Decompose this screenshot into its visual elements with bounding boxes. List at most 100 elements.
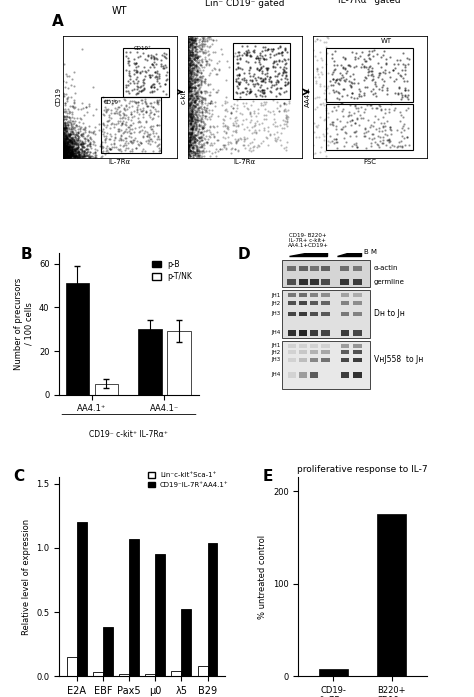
Bar bbox=[93, 672, 103, 676]
Bar bbox=[310, 344, 319, 348]
Bar bbox=[321, 279, 330, 284]
Bar bbox=[77, 522, 87, 676]
Bar bbox=[354, 350, 362, 354]
Bar bbox=[354, 293, 362, 298]
Bar bbox=[340, 266, 349, 270]
Bar bbox=[321, 344, 330, 348]
Bar bbox=[198, 666, 208, 676]
Text: B M: B M bbox=[364, 249, 377, 255]
Y-axis label: Number of precursors
/ 100 cells: Number of precursors / 100 cells bbox=[14, 277, 33, 370]
Bar bbox=[65, 284, 89, 395]
Bar bbox=[282, 341, 371, 389]
Bar bbox=[321, 358, 330, 362]
Bar bbox=[299, 350, 307, 354]
Bar bbox=[299, 266, 308, 270]
Bar bbox=[353, 279, 362, 284]
Legend: Lin⁻c-kit⁺Sca-1⁺, CD19⁻IL-7R⁺AA4.1⁺: Lin⁻c-kit⁺Sca-1⁺, CD19⁻IL-7R⁺AA4.1⁺ bbox=[145, 469, 231, 491]
Bar bbox=[310, 358, 319, 362]
Text: C: C bbox=[13, 470, 24, 484]
Bar bbox=[321, 266, 330, 270]
Bar bbox=[310, 301, 319, 305]
Bar bbox=[299, 301, 307, 305]
Bar bbox=[67, 657, 77, 676]
Bar bbox=[288, 344, 296, 348]
Text: JH3: JH3 bbox=[272, 312, 281, 316]
Bar bbox=[354, 372, 362, 378]
Bar bbox=[287, 279, 296, 284]
Text: IL-7R+ c-kit+: IL-7R+ c-kit+ bbox=[290, 238, 326, 243]
Text: CD19- B220+: CD19- B220+ bbox=[289, 233, 327, 238]
Text: WT
Lin⁻ CD19⁻ gated: WT Lin⁻ CD19⁻ gated bbox=[205, 0, 284, 8]
Bar bbox=[299, 279, 308, 284]
Bar bbox=[145, 673, 155, 676]
Title: proliferative response to IL-7: proliferative response to IL-7 bbox=[297, 465, 428, 474]
Bar bbox=[321, 330, 330, 336]
Text: JH2: JH2 bbox=[272, 300, 281, 306]
Bar bbox=[167, 331, 191, 395]
Polygon shape bbox=[337, 249, 361, 256]
Bar bbox=[288, 350, 296, 354]
Bar bbox=[310, 279, 319, 284]
Legend: p-B, p-T/NK: p-B, p-T/NK bbox=[149, 256, 195, 284]
Bar bbox=[288, 301, 296, 305]
Text: JH1: JH1 bbox=[272, 293, 281, 298]
Text: AA4.1+CD19+: AA4.1+CD19+ bbox=[287, 243, 328, 248]
Bar bbox=[341, 293, 349, 298]
Text: JH3: JH3 bbox=[272, 358, 281, 362]
Bar bbox=[310, 293, 319, 298]
Bar bbox=[129, 539, 139, 676]
Bar bbox=[341, 350, 349, 354]
Bar bbox=[341, 358, 349, 362]
Bar bbox=[288, 312, 296, 316]
Bar bbox=[354, 358, 362, 362]
Bar bbox=[288, 293, 296, 298]
Bar bbox=[353, 266, 362, 270]
Polygon shape bbox=[289, 249, 327, 256]
Bar bbox=[321, 293, 330, 298]
Y-axis label: % untreated control: % untreated control bbox=[258, 535, 267, 619]
Bar bbox=[321, 312, 330, 316]
Bar bbox=[341, 372, 349, 378]
Bar bbox=[340, 279, 349, 284]
Bar bbox=[310, 350, 319, 354]
Bar bbox=[321, 301, 330, 305]
Bar bbox=[299, 372, 307, 378]
Text: D: D bbox=[237, 247, 250, 262]
Bar bbox=[95, 384, 118, 395]
Text: VʜJ558  to Jʜ: VʜJ558 to Jʜ bbox=[374, 355, 423, 364]
Bar bbox=[341, 330, 349, 336]
Bar bbox=[288, 358, 296, 362]
Bar bbox=[299, 330, 307, 336]
Bar bbox=[299, 344, 307, 348]
Bar bbox=[321, 350, 330, 354]
Bar bbox=[155, 554, 165, 676]
Text: A: A bbox=[52, 14, 64, 29]
Bar bbox=[208, 543, 218, 676]
Text: JH4: JH4 bbox=[272, 372, 281, 377]
Bar bbox=[310, 266, 319, 270]
Bar bbox=[288, 372, 296, 378]
Bar bbox=[287, 266, 296, 270]
Bar bbox=[288, 330, 296, 336]
Text: CD19⁻c-kit⁺
IL-7Rα⁺ gated: CD19⁻c-kit⁺ IL-7Rα⁺ gated bbox=[338, 0, 401, 5]
Bar bbox=[341, 301, 349, 305]
Text: JH1: JH1 bbox=[272, 343, 281, 348]
Text: B: B bbox=[20, 247, 32, 262]
Bar bbox=[172, 671, 182, 676]
Bar bbox=[299, 312, 307, 316]
Bar bbox=[119, 673, 129, 676]
Bar bbox=[377, 514, 406, 676]
Bar bbox=[282, 260, 371, 287]
Bar bbox=[354, 301, 362, 305]
Text: E: E bbox=[263, 470, 273, 484]
Bar bbox=[354, 312, 362, 316]
Text: JH4: JH4 bbox=[272, 330, 281, 335]
Text: CD19⁻ c-kit⁺ IL-7Rα⁺: CD19⁻ c-kit⁺ IL-7Rα⁺ bbox=[89, 430, 167, 439]
Bar bbox=[310, 330, 319, 336]
Bar bbox=[182, 609, 191, 676]
Bar bbox=[299, 358, 307, 362]
Bar bbox=[354, 330, 362, 336]
Text: WT: WT bbox=[112, 6, 128, 16]
Bar bbox=[138, 329, 162, 395]
Text: α-actin: α-actin bbox=[374, 265, 398, 271]
